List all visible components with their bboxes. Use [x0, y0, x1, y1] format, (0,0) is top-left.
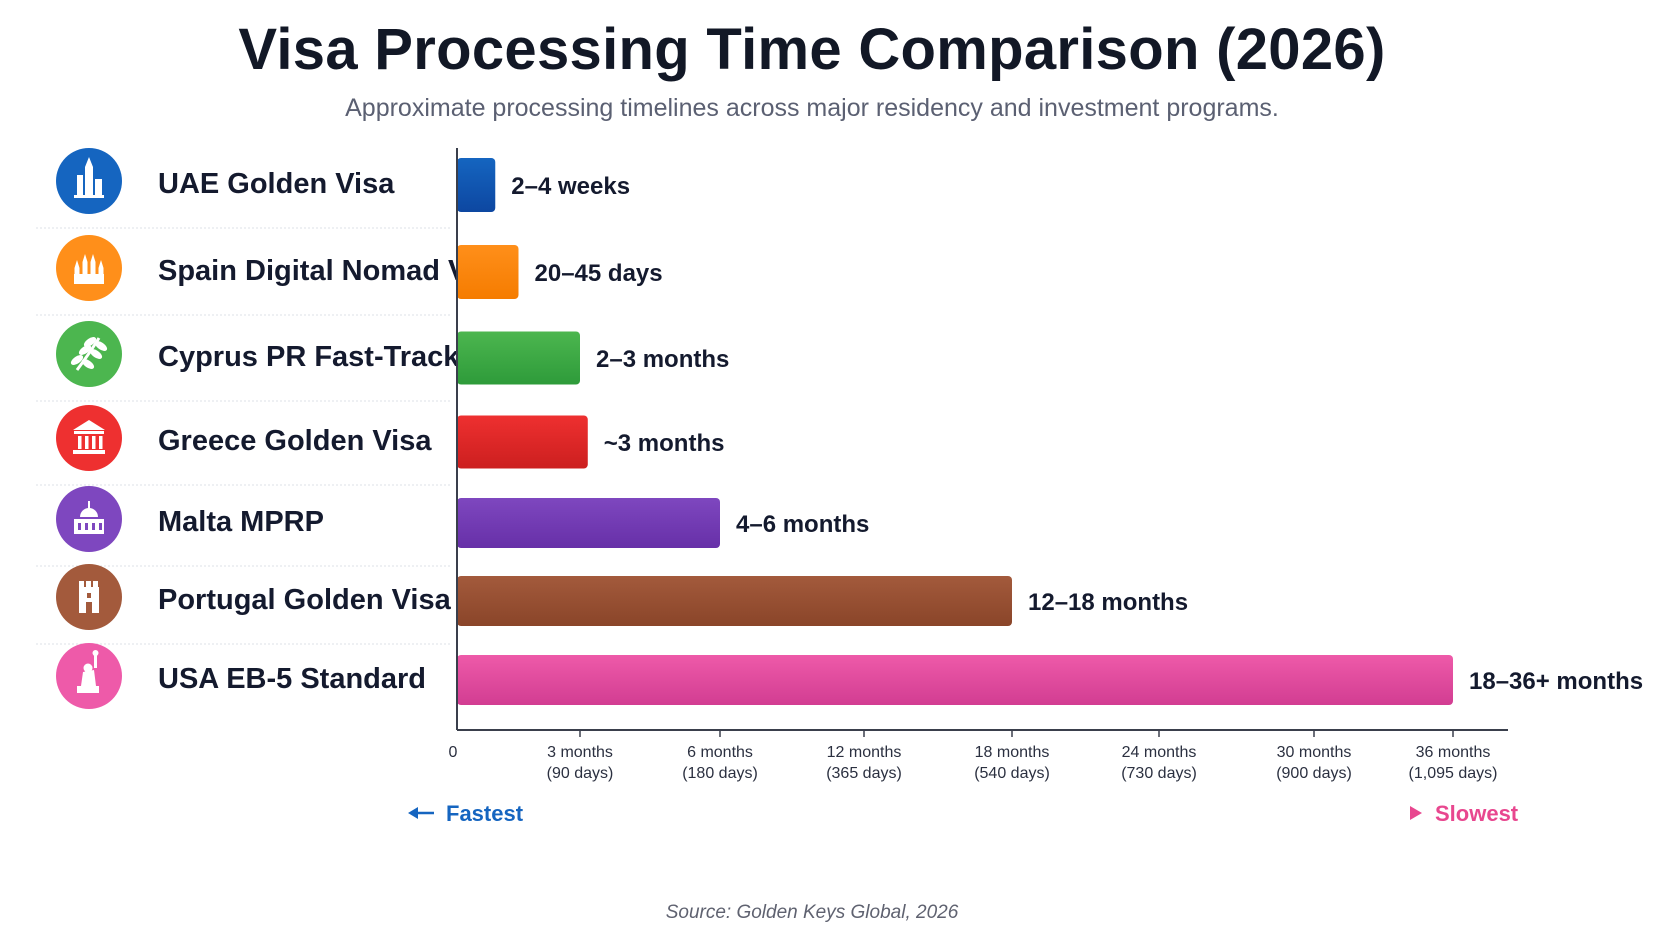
program-label: USA EB-5 Standard [158, 663, 426, 695]
x-tick-sublabel: (1,095 days) [1409, 765, 1498, 782]
bar-value-label: 2–4 weeks [511, 173, 630, 200]
x-tick-label: 36 months [1416, 744, 1491, 761]
bar [457, 498, 720, 548]
x-tick-sublabel: (730 days) [1121, 765, 1197, 782]
x-tick-label: 6 months [687, 744, 753, 761]
bar-value-label: ~3 months [604, 430, 725, 457]
skyscraper-icon [56, 148, 122, 214]
x-tick-label: 30 months [1277, 744, 1352, 761]
program-label: UAE Golden Visa [158, 168, 395, 200]
x-tick-sublabel: (900 days) [1276, 765, 1352, 782]
program-label: Spain Digital Nomad Visa [158, 255, 508, 287]
chart-subtitle: Approximate processing timelines across … [345, 94, 1279, 122]
slowest-label: Slowest [1435, 801, 1519, 826]
x-tick-sublabel: (540 days) [974, 765, 1050, 782]
olive-branch-icon [56, 321, 122, 387]
program-label: Malta MPRP [158, 506, 324, 538]
bar-value-label: 12–18 months [1028, 589, 1188, 616]
fastest-label: Fastest [446, 801, 524, 826]
arrow-left-icon [408, 807, 434, 819]
chart-source: Source: Golden Keys Global, 2026 [665, 902, 959, 923]
greek-temple-icon [56, 405, 122, 471]
x-tick-sublabel: (90 days) [547, 765, 614, 782]
bar [457, 576, 1012, 626]
x-tick-label: 3 months [547, 744, 613, 761]
bar [457, 158, 496, 212]
program-label: Portugal Golden Visa [158, 584, 452, 616]
x-tick-sublabel: (365 days) [826, 765, 902, 782]
program-label: Greece Golden Visa [158, 425, 432, 457]
x-tick-label: 12 months [827, 744, 902, 761]
cathedral-icon [56, 235, 122, 301]
bar [457, 331, 580, 385]
x-tick-label: 0 [449, 744, 458, 761]
bar-value-label: 4–6 months [736, 511, 869, 538]
chart-title: Visa Processing Time Comparison (2026) [238, 17, 1386, 82]
domed-building-icon [56, 486, 122, 552]
statue-of-liberty-icon [56, 643, 122, 709]
castle-tower-icon [56, 564, 122, 630]
bar [457, 415, 588, 469]
bar [457, 245, 519, 299]
x-tick-sublabel: (180 days) [682, 765, 758, 782]
bar-value-label: 18–36+ months [1469, 668, 1643, 695]
bar-value-label: 20–45 days [535, 260, 663, 287]
arrow-right-icon [1410, 806, 1422, 820]
program-label: Cyprus PR Fast-Track [158, 341, 460, 373]
x-tick-label: 24 months [1122, 744, 1197, 761]
bar [457, 655, 1453, 705]
bar-value-label: 2–3 months [596, 346, 729, 373]
x-tick-label: 18 months [975, 744, 1050, 761]
